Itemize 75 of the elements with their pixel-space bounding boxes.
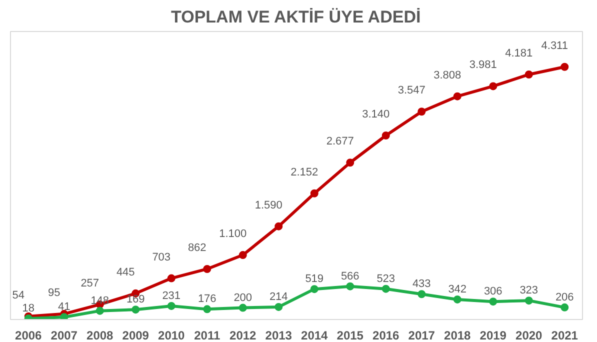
data-label: 703 [152, 251, 171, 264]
data-label: 1.100 [219, 228, 247, 240]
point [524, 296, 533, 305]
data-label: 257 [80, 277, 100, 290]
data-label: 445 [116, 266, 135, 278]
x-tick-label: 2018 [444, 328, 472, 342]
data-label: 231 [162, 290, 181, 302]
data-label: 3.547 [398, 84, 426, 97]
data-label: 214 [269, 290, 288, 303]
point [453, 92, 462, 100]
point [274, 222, 283, 230]
x-tick-label: 2007 [50, 328, 78, 342]
point [382, 132, 390, 140]
point [418, 108, 426, 116]
point [346, 282, 354, 290]
data-label: 3.981 [469, 59, 497, 72]
data-label: 2.677 [326, 136, 354, 148]
data-label: 54 [12, 289, 25, 302]
data-label: 95 [48, 286, 60, 299]
data-label: 41 [58, 301, 70, 314]
data-label: 433 [412, 278, 431, 290]
data-label: 523 [376, 272, 396, 285]
point [346, 158, 354, 167]
point [489, 298, 498, 306]
data-label: 342 [448, 283, 467, 296]
x-tick-label: 2010 [158, 328, 186, 342]
data-label: 2.152 [290, 166, 318, 178]
point [60, 313, 68, 320]
x-tick-label: 2006 [15, 328, 42, 342]
x-tick-label: 2021 [551, 328, 578, 342]
x-tick-label: 2020 [516, 328, 543, 342]
point [203, 305, 212, 314]
point [418, 290, 426, 298]
data-label: 4.311 [541, 40, 568, 52]
point [453, 295, 462, 304]
data-label: 169 [126, 294, 145, 306]
point [310, 285, 318, 294]
point [167, 274, 176, 282]
data-label: 323 [520, 284, 538, 297]
point [560, 303, 569, 312]
point [132, 306, 140, 314]
point [96, 306, 104, 315]
point [167, 302, 176, 310]
data-label: 206 [555, 291, 574, 304]
point [524, 70, 533, 78]
data-label: 566 [340, 270, 360, 282]
data-label: 519 [305, 273, 324, 286]
data-label: 862 [188, 242, 206, 254]
x-tick-label: 2016 [372, 328, 400, 342]
data-label: 1.590 [254, 199, 282, 212]
point [274, 302, 283, 311]
x-tick-label: 2012 [230, 328, 257, 342]
data-label: 18 [22, 302, 35, 314]
point [560, 62, 569, 71]
point [310, 189, 318, 198]
x-tick-label: 2011 [194, 328, 220, 342]
data-label: 4.181 [505, 47, 533, 60]
x-tick-label: 2015 [336, 328, 364, 342]
point [238, 304, 247, 312]
data-label: 3.808 [434, 69, 462, 82]
point [489, 82, 498, 90]
x-tick-label: 2013 [265, 328, 292, 342]
x-tick-label: 2014 [301, 328, 328, 342]
point [203, 264, 212, 273]
point [238, 251, 247, 260]
chart-title: TOPLAM VE AKTİF ÜYE ADEDİ [171, 8, 421, 26]
data-label: 176 [198, 293, 216, 306]
data-label: 200 [234, 292, 252, 304]
data-label: 306 [484, 286, 502, 298]
x-tick-label: 2008 [86, 328, 114, 342]
x-tick-label: 2017 [408, 328, 436, 342]
point [382, 284, 390, 293]
x-tick-label: 2019 [480, 328, 507, 342]
x-tick-label: 2009 [122, 328, 150, 342]
data-label: 3.140 [362, 108, 390, 120]
